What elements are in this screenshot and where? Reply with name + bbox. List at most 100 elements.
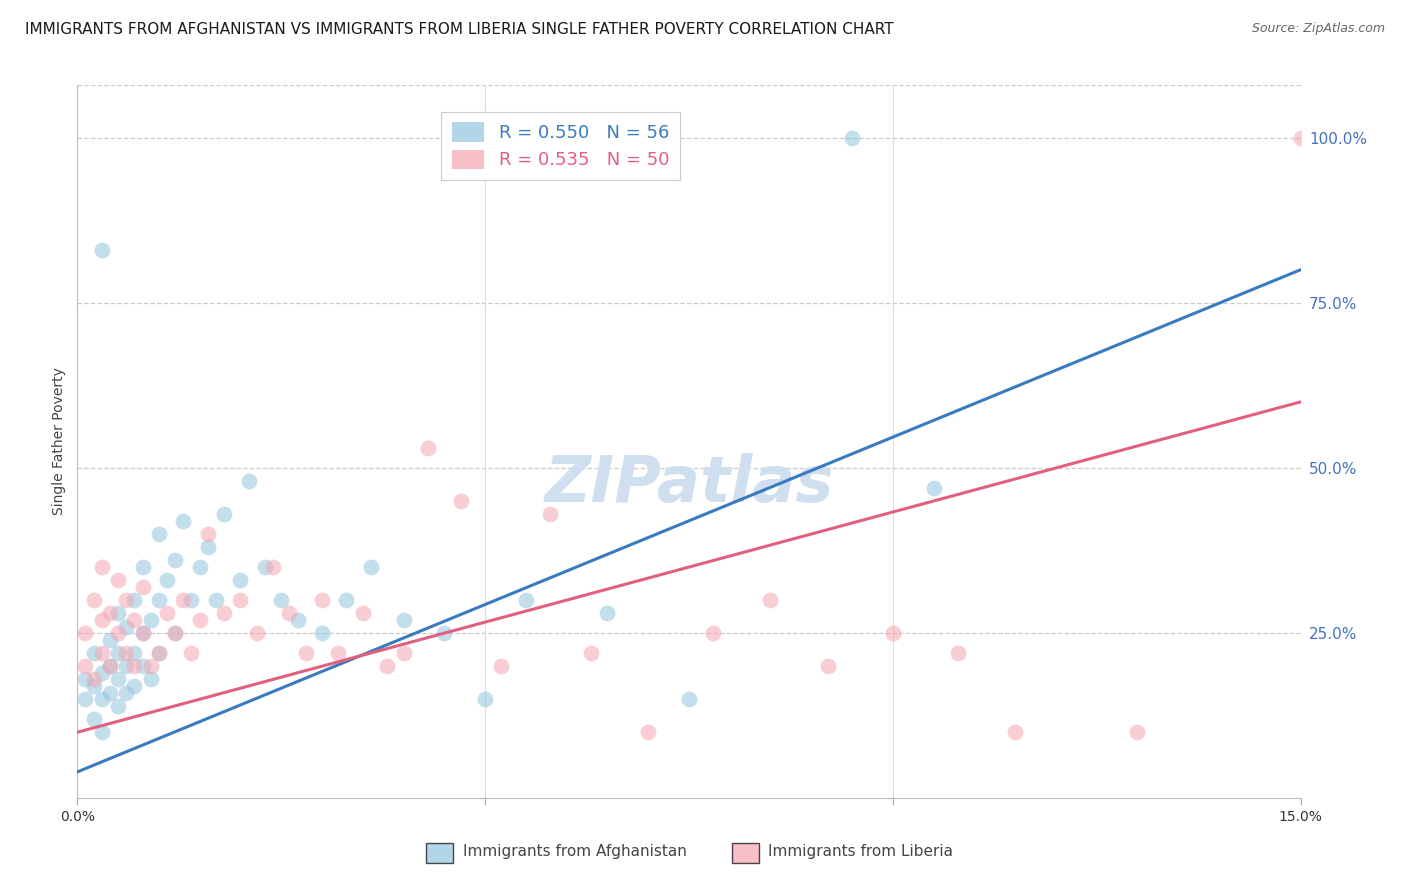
Point xyxy=(172,593,194,607)
Point xyxy=(98,659,121,673)
Point xyxy=(538,507,561,521)
Point xyxy=(90,560,112,574)
FancyBboxPatch shape xyxy=(426,843,453,863)
Point xyxy=(262,560,284,574)
Point xyxy=(352,607,374,621)
Point xyxy=(702,626,724,640)
Point xyxy=(759,593,782,607)
Point xyxy=(416,441,439,455)
Point xyxy=(98,685,121,699)
Point xyxy=(1126,725,1149,739)
Point xyxy=(229,574,252,588)
Point xyxy=(278,607,301,621)
Point xyxy=(188,560,211,574)
Point xyxy=(98,659,121,673)
Point xyxy=(922,481,945,495)
Point xyxy=(75,692,97,706)
Text: IMMIGRANTS FROM AFGHANISTAN VS IMMIGRANTS FROM LIBERIA SINGLE FATHER POVERTY COR: IMMIGRANTS FROM AFGHANISTAN VS IMMIGRANT… xyxy=(25,22,894,37)
Point xyxy=(841,130,863,145)
Point xyxy=(98,607,121,621)
Point xyxy=(83,593,105,607)
Point xyxy=(637,725,659,739)
Point xyxy=(124,646,146,660)
Point xyxy=(188,613,211,627)
Point xyxy=(139,613,162,627)
Point xyxy=(180,593,202,607)
Point xyxy=(107,574,129,588)
Point xyxy=(229,593,252,607)
Point xyxy=(139,659,162,673)
Point xyxy=(197,541,219,555)
Text: ZIPatlas: ZIPatlas xyxy=(544,453,834,516)
Point xyxy=(287,613,309,627)
Point xyxy=(197,527,219,541)
Point xyxy=(392,646,415,660)
Point xyxy=(328,646,350,660)
Point xyxy=(882,626,904,640)
Point xyxy=(124,679,146,693)
Point xyxy=(148,646,170,660)
Point xyxy=(131,626,153,640)
Point xyxy=(90,692,112,706)
Point xyxy=(678,692,700,706)
Point xyxy=(107,626,129,640)
Point xyxy=(115,619,138,633)
Point xyxy=(1289,130,1312,145)
Point xyxy=(131,659,153,673)
Point xyxy=(115,659,138,673)
Point xyxy=(148,527,170,541)
Point xyxy=(474,692,496,706)
Point xyxy=(392,613,415,627)
Point xyxy=(131,560,153,574)
Point xyxy=(817,659,839,673)
Text: Immigrants from Liberia: Immigrants from Liberia xyxy=(769,845,953,859)
FancyBboxPatch shape xyxy=(731,843,759,863)
Point xyxy=(124,593,146,607)
Point xyxy=(212,507,235,521)
Point xyxy=(98,632,121,647)
Point xyxy=(238,474,260,488)
Point xyxy=(75,626,97,640)
Point xyxy=(311,593,333,607)
Point xyxy=(294,646,316,660)
Text: Immigrants from Afghanistan: Immigrants from Afghanistan xyxy=(463,845,686,859)
Point xyxy=(90,725,112,739)
Point xyxy=(450,494,472,508)
Point xyxy=(107,673,129,687)
Point xyxy=(107,646,129,660)
Point xyxy=(360,560,382,574)
Point xyxy=(115,646,138,660)
Point xyxy=(148,593,170,607)
Point xyxy=(156,607,179,621)
Point xyxy=(335,593,357,607)
Point xyxy=(205,593,228,607)
Point xyxy=(83,673,105,687)
Point xyxy=(579,646,602,660)
Point xyxy=(83,712,105,726)
Point xyxy=(131,580,153,594)
Point xyxy=(124,613,146,627)
Point xyxy=(107,698,129,713)
Point xyxy=(90,613,112,627)
Legend: R = 0.550   N = 56, R = 0.535   N = 50: R = 0.550 N = 56, R = 0.535 N = 50 xyxy=(441,112,681,180)
Point xyxy=(156,574,179,588)
Point xyxy=(433,626,456,640)
Point xyxy=(131,626,153,640)
Point xyxy=(165,553,187,567)
Point xyxy=(375,659,398,673)
Point xyxy=(1004,725,1026,739)
Point xyxy=(491,659,513,673)
Point xyxy=(115,685,138,699)
Point xyxy=(107,607,129,621)
Point xyxy=(270,593,292,607)
Point xyxy=(90,646,112,660)
Point xyxy=(124,659,146,673)
Point xyxy=(180,646,202,660)
Y-axis label: Single Father Poverty: Single Father Poverty xyxy=(52,368,66,516)
Point xyxy=(148,646,170,660)
Point xyxy=(946,646,969,660)
Point xyxy=(172,514,194,528)
Point xyxy=(253,560,276,574)
Text: Source: ZipAtlas.com: Source: ZipAtlas.com xyxy=(1251,22,1385,36)
Point xyxy=(165,626,187,640)
